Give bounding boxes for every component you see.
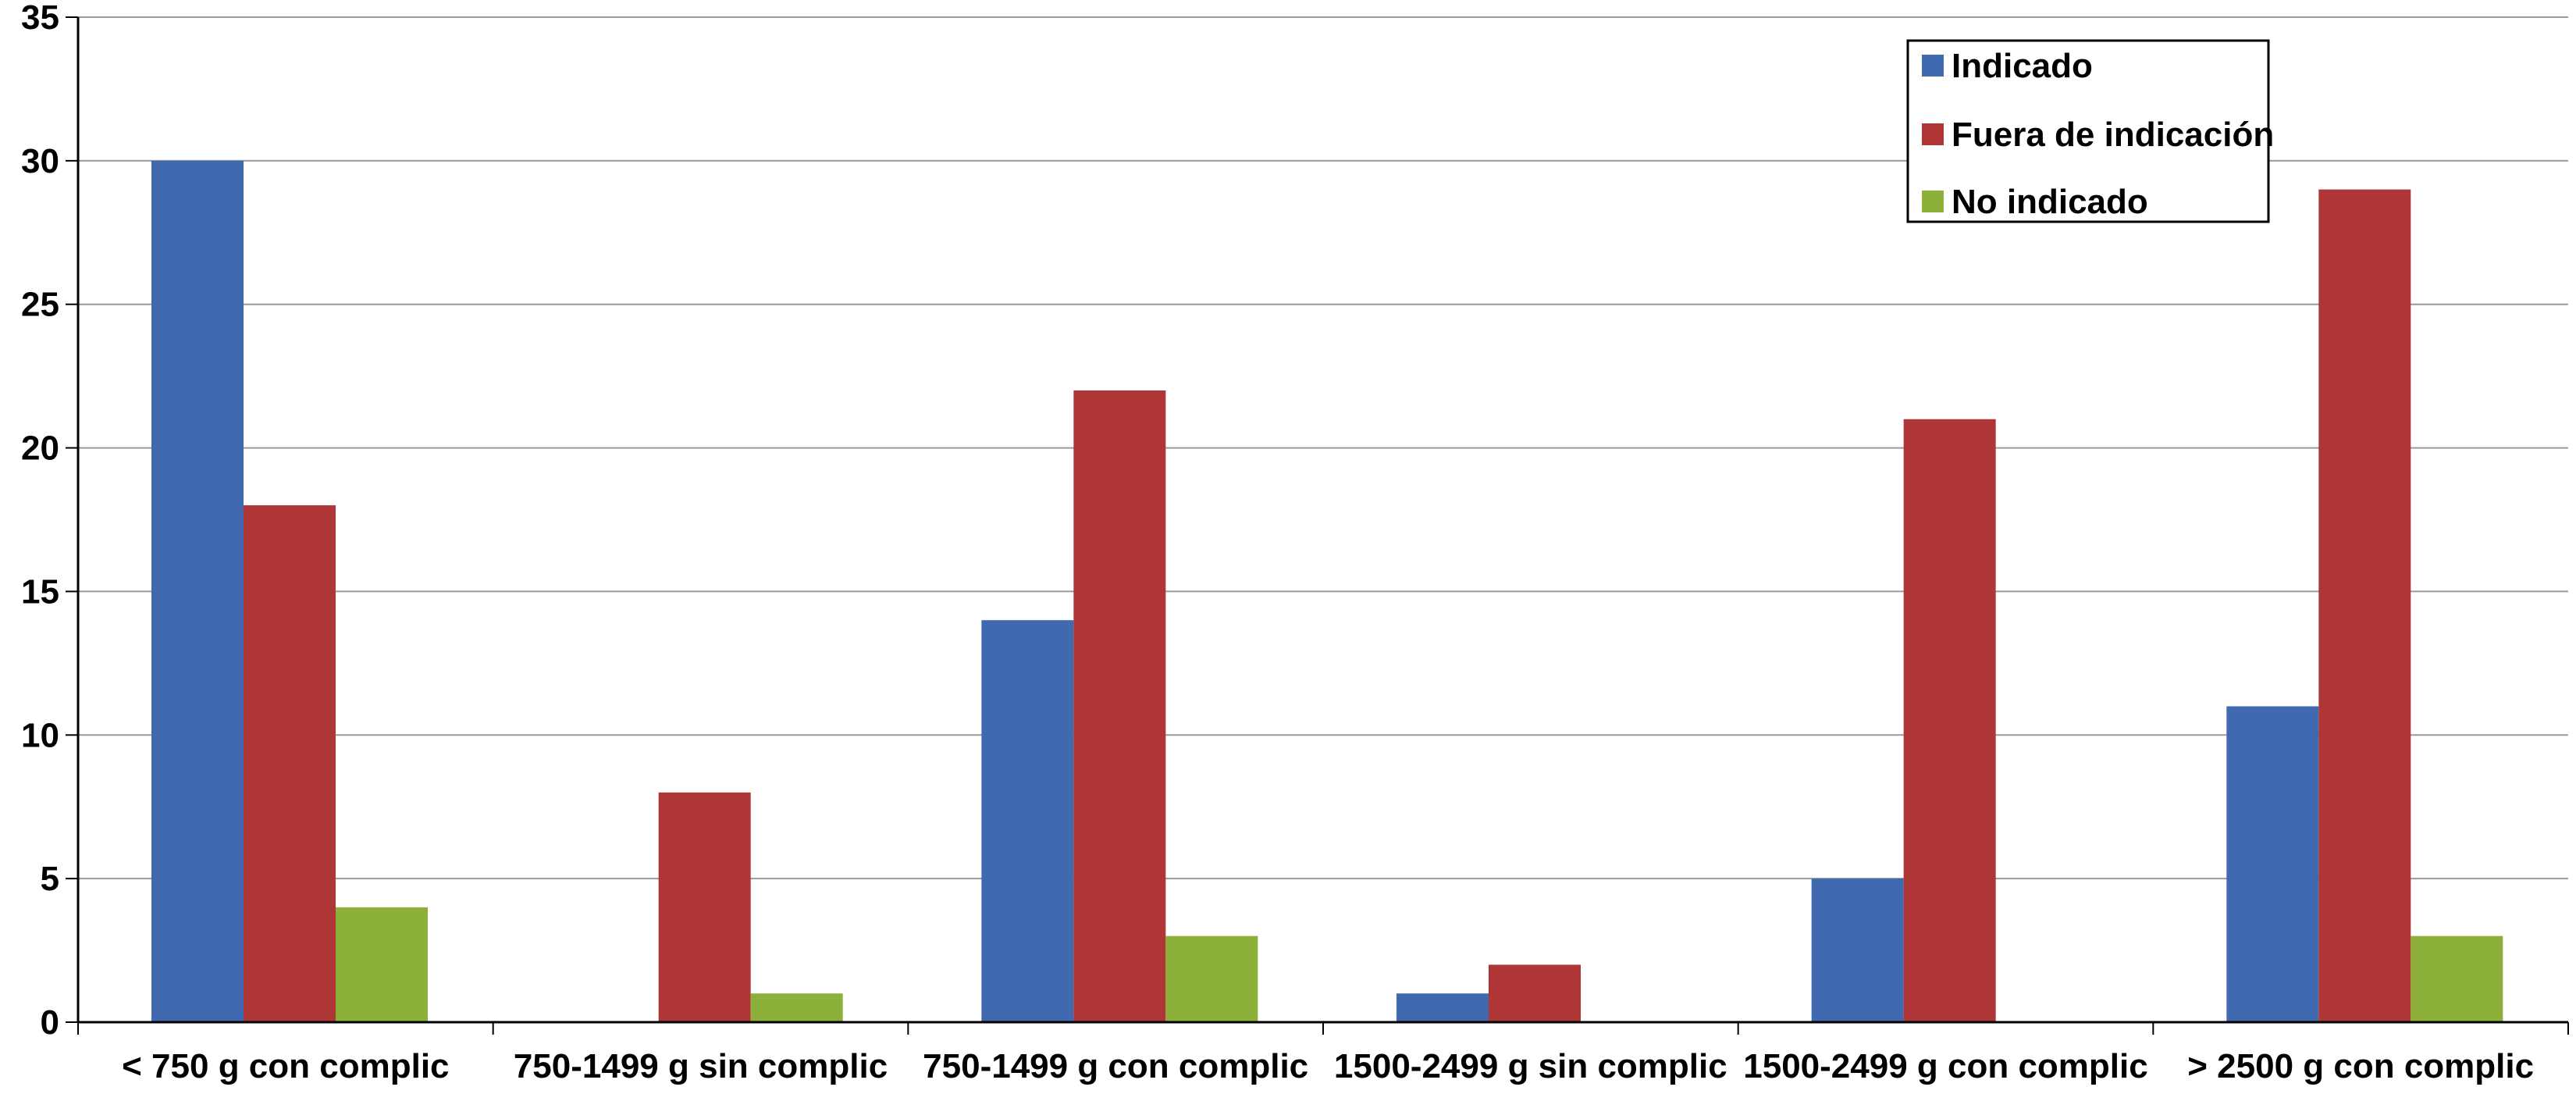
bar-fuera-de-indicaci-n-4 <box>1903 419 1996 1022</box>
y-tick-label: 15 <box>21 572 59 611</box>
legend-swatch <box>1922 55 1944 77</box>
bar-no-indicado-0 <box>336 907 428 1022</box>
legend-box <box>1906 39 2270 223</box>
x-axis-ticks: < 750 g con complic 750-1499 g sin compli… <box>77 1022 2569 1085</box>
bar-fuera-de-indicaci-n-2 <box>1073 390 1166 1022</box>
legend-label: Fuera de indicación <box>1952 116 2274 154</box>
legend-label: Indicado <box>1952 47 2093 85</box>
bar-no-indicado-1 <box>750 993 843 1022</box>
legend: Indicado Fuera de indicación No indicado <box>1906 39 2274 223</box>
bar-indicado-3 <box>1397 993 1489 1022</box>
bar-indicado-0 <box>151 160 244 1022</box>
x-tick-label: 750-1499 g sin complic <box>514 1047 888 1085</box>
legend-swatch <box>1922 123 1944 145</box>
bar-no-indicado-5 <box>2411 935 2503 1022</box>
x-tick-label: > 2500 g con complic <box>2187 1047 2534 1085</box>
legend-label: No indicado <box>1952 183 2148 221</box>
y-tick-label: 20 <box>21 429 59 468</box>
y-tick-label: 25 <box>21 286 59 324</box>
bar-fuera-de-indicaci-n-0 <box>244 505 336 1022</box>
x-tick-label: 750-1499 g con complic <box>923 1047 1308 1085</box>
x-tick-label: 1500-2499 g con complic <box>1743 1047 2147 1085</box>
y-tick-label: 10 <box>21 716 59 754</box>
bar-no-indicado-2 <box>1165 935 1258 1022</box>
y-tick-label: 0 <box>41 1003 59 1042</box>
bar-fuera-de-indicaci-n-5 <box>2318 189 2411 1023</box>
x-tick-label: 1500-2499 g sin complic <box>1334 1047 1727 1085</box>
bar-indicado-5 <box>2226 706 2319 1022</box>
y-axis-ticks: 0 5 10 15 20 25 30 35 <box>21 0 78 1042</box>
bar-fuera-de-indicaci-n-3 <box>1489 964 1581 1022</box>
bar-indicado-2 <box>981 620 1074 1022</box>
bar-indicado-4 <box>1811 878 1904 1022</box>
legend-swatch <box>1922 191 1944 212</box>
y-tick-label: 30 <box>21 142 59 180</box>
bar-fuera-de-indicaci-n-1 <box>658 792 751 1022</box>
y-tick-label: 35 <box>21 0 59 37</box>
bars <box>151 160 2503 1023</box>
x-tick-label: < 750 g con complic <box>122 1047 449 1085</box>
gridlines <box>78 16 2568 880</box>
y-tick-label: 5 <box>41 860 59 898</box>
